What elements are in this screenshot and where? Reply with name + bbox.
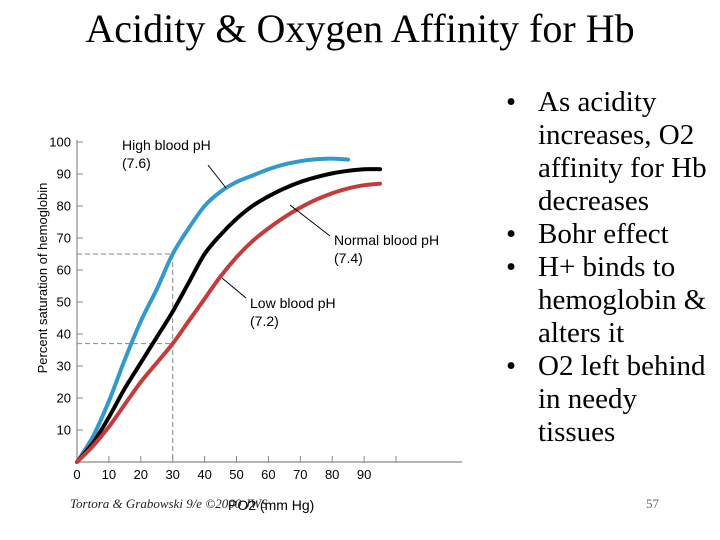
bullet-text: O2 left behind in needy tissues (538, 350, 706, 448)
x-tick-label: 40 (197, 467, 211, 482)
y-tick-label: 50 (57, 295, 71, 310)
x-tick-label: 20 (134, 467, 148, 482)
y-tick-label: 30 (57, 359, 71, 374)
y-tick-label: 40 (57, 327, 71, 342)
x-axis-label: PO2 (mm Hg) (228, 497, 314, 513)
y-tick-label: 20 (57, 391, 71, 406)
x-tick-label: 30 (165, 467, 179, 482)
bullet-dot: • (506, 251, 517, 283)
y-axis-label: Percent saturation of hemoglobin (35, 183, 50, 374)
bullet-dot: • (506, 218, 517, 250)
x-tick-label: 10 (102, 467, 116, 482)
annotation-leader-line (289, 204, 331, 237)
annotation-leader-line (221, 277, 247, 299)
x-tick-label: 70 (293, 467, 307, 482)
bullet-text: As acidity increases, O2 affinity for Hb… (538, 86, 707, 217)
annotation-leader-line (207, 164, 227, 189)
high-ph-curve (75, 156, 351, 464)
high-ph-label-value: (7.6) (122, 155, 151, 171)
high-ph-label: High blood pH (122, 137, 211, 153)
reference-lines (77, 253, 174, 462)
y-tick-label: 90 (57, 167, 71, 182)
bullet-text: H+ binds to hemoglobin & alters it (538, 251, 707, 349)
chart-curves (75, 156, 383, 464)
image-credit: Tortora & Grabowski 9/e ©2000 JWS (70, 496, 268, 511)
x-tick-label: 60 (261, 467, 275, 482)
low-ph-label: Low blood pH (250, 295, 336, 311)
normal-ph-label-value: (7.4) (334, 250, 363, 266)
chart-annotations: High blood pH (7.6) Normal blood pH (7.4) Lo… (122, 137, 439, 329)
x-tick-label: 80 (325, 467, 339, 482)
bullet-text: Bohr effect (538, 218, 669, 250)
slide-number: 57 (646, 496, 659, 511)
y-tick-label: 80 (57, 199, 71, 214)
chart-ticks: 0 10 20 30 40 50 60 70 80 90 10 20 30 40 50 60 70 80 90 100 (49, 135, 397, 482)
bullet-item: • As acidity increases, O2 affinity for H… (506, 86, 716, 218)
low-ph-label-value: (7.2) (250, 313, 279, 329)
x-tick-label: 50 (229, 467, 243, 482)
y-tick-label: 70 (57, 231, 71, 246)
bullet-item: • O2 left behind in needy tissues (506, 350, 716, 449)
x-tick-label: 90 (357, 467, 371, 482)
bullet-list: • As acidity increases, O2 affinity for H… (506, 86, 716, 449)
y-tick-label: 10 (57, 423, 71, 438)
bullet-item: • Bohr effect (506, 218, 716, 251)
x-tick-label: 0 (73, 467, 80, 482)
slide-title: Acidity & Oxygen Affinity for Hb (85, 6, 635, 51)
y-tick-label: 60 (57, 263, 71, 278)
bullet-dot: • (506, 350, 517, 382)
low-ph-curve (75, 181, 383, 464)
normal-ph-curve (75, 167, 383, 464)
normal-ph-label: Normal blood pH (334, 232, 439, 248)
bullet-dot: • (506, 86, 517, 118)
bullet-item: • H+ binds to hemoglobin & alters it (506, 251, 716, 350)
y-tick-label: 100 (49, 135, 71, 150)
